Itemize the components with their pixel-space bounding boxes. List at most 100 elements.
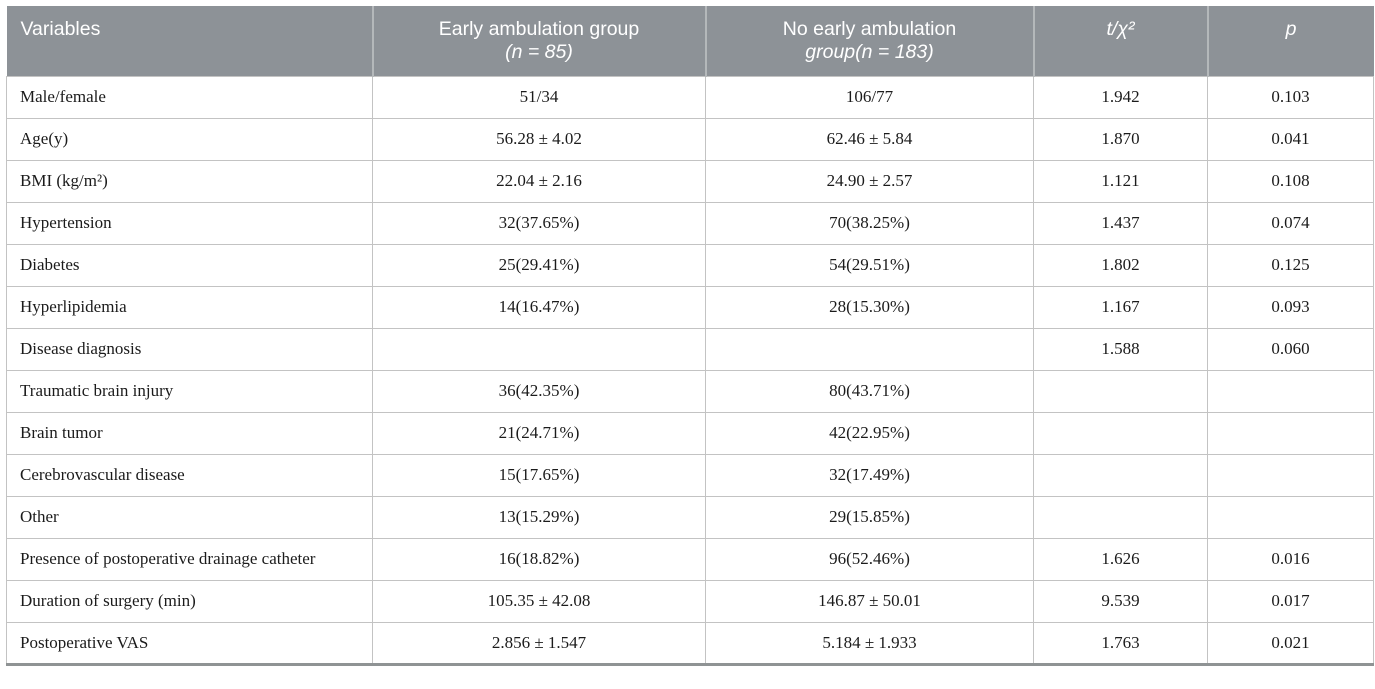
- column-header-no-early-ambulation-group: No early ambulation group(n = 183): [705, 6, 1035, 76]
- table-cell: 29(15.85%): [705, 495, 1034, 539]
- table-row: Presence of postoperative drainage cathe…: [6, 537, 1374, 581]
- table-row: Age(y) 56.28 ± 4.02 62.46 ± 5.84 1.870 0…: [6, 117, 1374, 161]
- table-cell: 42(22.95%): [705, 411, 1034, 455]
- table-cell: 16(18.82%): [372, 537, 706, 581]
- table-cell: 1.437: [1033, 201, 1208, 245]
- table-cell: [1033, 369, 1208, 413]
- table-cell: [1033, 495, 1208, 539]
- table-cell: [1033, 453, 1208, 497]
- table-cell: 15(17.65%): [372, 453, 706, 497]
- table-cell: 1.588: [1033, 327, 1208, 371]
- header-label: Variables: [20, 18, 101, 40]
- table-cell: 1.870: [1033, 117, 1208, 161]
- column-header-t-chi-squared: t/χ²: [1033, 6, 1209, 76]
- table-cell: 1.121: [1033, 159, 1208, 203]
- table-cell: 36(42.35%): [372, 369, 706, 413]
- variable-name-cell: Male/female: [6, 75, 373, 119]
- table-row: Male/female 51/34 106/77 1.942 0.103: [6, 75, 1374, 119]
- table-cell: 14(16.47%): [372, 285, 706, 329]
- header-label: t/χ²: [1106, 18, 1135, 40]
- table-cell: 51/34: [372, 75, 706, 119]
- table-row: Other 13(15.29%) 29(15.85%): [6, 495, 1374, 539]
- table-cell: 0.041: [1207, 117, 1374, 161]
- table-cell: 0.060: [1207, 327, 1374, 371]
- table-cell: 32(17.49%): [705, 453, 1034, 497]
- table-cell: [1033, 411, 1208, 455]
- table-cell: 28(15.30%): [705, 285, 1034, 329]
- table-cell: 1.763: [1033, 621, 1208, 666]
- table-cell: 62.46 ± 5.84: [705, 117, 1034, 161]
- table-cell: 1.626: [1033, 537, 1208, 581]
- header-label: Early ambulation group: [438, 18, 640, 40]
- table-cell: [1207, 453, 1374, 497]
- variable-name-cell: Age(y): [6, 117, 373, 161]
- column-header-early-ambulation-group: Early ambulation group (n = 85): [372, 6, 707, 76]
- table-cell: 0.074: [1207, 201, 1374, 245]
- table-cell: 96(52.46%): [705, 537, 1034, 581]
- table-body: Male/female 51/34 106/77 1.942 0.103 Age…: [6, 75, 1374, 666]
- table-row: Postoperative VAS 2.856 ± 1.547 5.184 ± …: [6, 621, 1374, 666]
- header-label: p: [1285, 18, 1297, 40]
- table-cell: 106/77: [705, 75, 1034, 119]
- variable-name-cell: Presence of postoperative drainage cathe…: [6, 537, 373, 581]
- table-cell: 0.108: [1207, 159, 1374, 203]
- table-cell: 32(37.65%): [372, 201, 706, 245]
- variable-name-cell: BMI (kg/m²): [6, 159, 373, 203]
- table-cell: 25(29.41%): [372, 243, 706, 287]
- table-cell: 54(29.51%): [705, 243, 1034, 287]
- table-cell: 1.167: [1033, 285, 1208, 329]
- table-cell: 13(15.29%): [372, 495, 706, 539]
- table-cell: 24.90 ± 2.57: [705, 159, 1034, 203]
- table-cell: 146.87 ± 50.01: [705, 579, 1034, 623]
- table-row: Cerebrovascular disease 15(17.65%) 32(17…: [6, 453, 1374, 497]
- variable-name-cell: Other: [6, 495, 373, 539]
- table-row: Brain tumor 21(24.71%) 42(22.95%): [6, 411, 1374, 455]
- table-cell: [1207, 495, 1374, 539]
- header-label-line2: (n = 85): [505, 41, 573, 63]
- variable-name-cell: Hypertension: [6, 201, 373, 245]
- column-header-variables: Variables: [6, 6, 374, 76]
- table-cell: 9.539: [1033, 579, 1208, 623]
- variable-name-cell: Duration of surgery (min): [6, 579, 373, 623]
- table-cell: 70(38.25%): [705, 201, 1034, 245]
- table-row: BMI (kg/m²) 22.04 ± 2.16 24.90 ± 2.57 1.…: [6, 159, 1374, 203]
- table-row: Hyperlipidemia 14(16.47%) 28(15.30%) 1.1…: [6, 285, 1374, 329]
- table-cell: 105.35 ± 42.08: [372, 579, 706, 623]
- variable-name-cell: Postoperative VAS: [6, 621, 373, 666]
- table-cell: 22.04 ± 2.16: [372, 159, 706, 203]
- table-header: Variables Early ambulation group (n = 85…: [6, 6, 1374, 76]
- table-row: Traumatic brain injury 36(42.35%) 80(43.…: [6, 369, 1374, 413]
- variable-name-cell: Disease diagnosis: [6, 327, 373, 371]
- table-row: Diabetes 25(29.41%) 54(29.51%) 1.802 0.1…: [6, 243, 1374, 287]
- variable-name-cell: Diabetes: [6, 243, 373, 287]
- table-cell: 0.016: [1207, 537, 1374, 581]
- header-label-line2: group(n = 183): [805, 41, 934, 63]
- baseline-characteristics-table: Variables Early ambulation group (n = 85…: [6, 6, 1374, 666]
- column-header-p-value: p: [1207, 6, 1374, 76]
- table-cell: 56.28 ± 4.02: [372, 117, 706, 161]
- paper-table-figure: Variables Early ambulation group (n = 85…: [6, 6, 1375, 666]
- table-cell: 1.942: [1033, 75, 1208, 119]
- table-cell: 0.017: [1207, 579, 1374, 623]
- table-cell: [1207, 369, 1374, 413]
- variable-name-cell: Hyperlipidemia: [6, 285, 373, 329]
- table-cell: 21(24.71%): [372, 411, 706, 455]
- table-row: Hypertension 32(37.65%) 70(38.25%) 1.437…: [6, 201, 1374, 245]
- table-cell: 5.184 ± 1.933: [705, 621, 1034, 666]
- header-label: No early ambulation: [782, 18, 957, 40]
- table-cell: 80(43.71%): [705, 369, 1034, 413]
- table-cell: 0.125: [1207, 243, 1374, 287]
- table-cell: 0.103: [1207, 75, 1374, 119]
- table-row: Disease diagnosis 1.588 0.060: [6, 327, 1374, 371]
- variable-name-cell: Traumatic brain injury: [6, 369, 373, 413]
- table-cell: [372, 327, 706, 371]
- table-cell: [705, 327, 1034, 371]
- table-row: Duration of surgery (min) 105.35 ± 42.08…: [6, 579, 1374, 623]
- variable-name-cell: Cerebrovascular disease: [6, 453, 373, 497]
- table-cell: [1207, 411, 1374, 455]
- header-row: Variables Early ambulation group (n = 85…: [6, 6, 1374, 76]
- variable-name-cell: Brain tumor: [6, 411, 373, 455]
- table-cell: 0.021: [1207, 621, 1374, 666]
- table-cell: 0.093: [1207, 285, 1374, 329]
- table-cell: 1.802: [1033, 243, 1208, 287]
